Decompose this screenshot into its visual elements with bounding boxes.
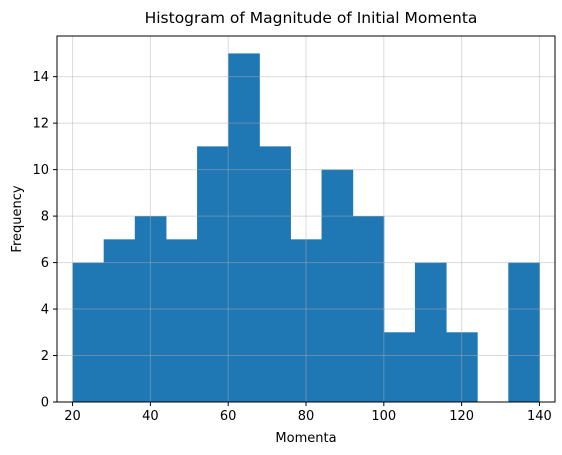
x-tick-label: 120: [449, 409, 474, 424]
x-tick-label: 80: [298, 409, 315, 424]
x-tick-label: 20: [64, 409, 81, 424]
axis-ticks: 20 40 60 80 100 120 140 0 2 4 6 8 10 12 14: [32, 70, 551, 424]
histogram-bar: [446, 332, 478, 402]
histogram-bar: [290, 239, 323, 402]
histogram-bar: [103, 239, 136, 402]
histogram-bar: [321, 169, 354, 402]
histogram-bar: [414, 262, 447, 402]
chart-title: Histogram of Magnitude of Initial Moment…: [145, 9, 478, 27]
y-tick-label: 0: [41, 396, 49, 411]
x-tick-label: 60: [220, 409, 237, 424]
histogram-bar: [383, 332, 416, 402]
y-tick-label: 2: [41, 349, 49, 364]
x-axis-title: Momenta: [275, 431, 336, 446]
x-tick-label: 140: [527, 409, 552, 424]
y-tick-label: 4: [41, 303, 49, 318]
histogram-bars: [57, 36, 555, 403]
histogram-bar: [508, 262, 540, 402]
histogram-bar: [259, 146, 291, 402]
histogram-bar: [352, 216, 385, 402]
y-tick-label: 6: [41, 256, 49, 271]
plot-frame: [56, 35, 556, 403]
histogram-bar: [228, 53, 260, 403]
x-tick-label: 40: [142, 409, 159, 424]
y-tick-label: 8: [41, 210, 49, 225]
y-tick-label: 14: [32, 70, 49, 85]
x-tick-label: 100: [371, 409, 396, 424]
y-tick-label: 12: [32, 117, 49, 132]
histogram-bar: [134, 216, 167, 402]
y-tick-label: 10: [32, 163, 49, 178]
y-axis-title: Frequency: [10, 185, 25, 252]
histogram-bar: [165, 239, 198, 402]
histogram-bar: [72, 262, 105, 402]
histogram-bar: [197, 146, 229, 402]
